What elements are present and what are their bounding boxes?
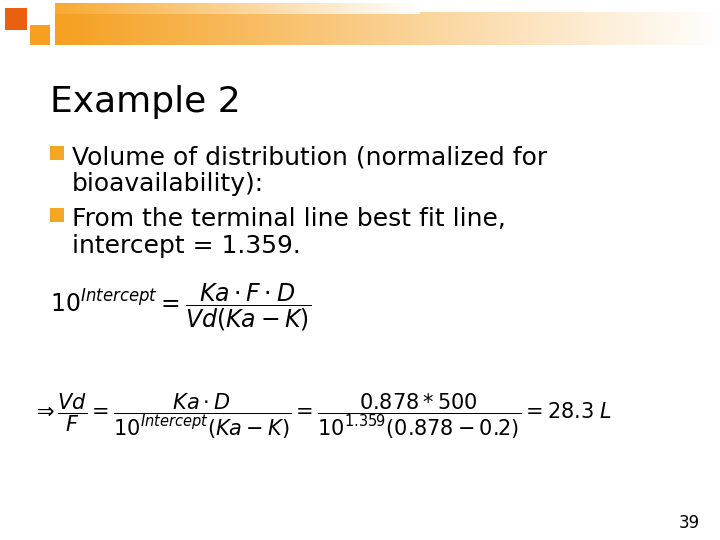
Text: From the terminal line best fit line,: From the terminal line best fit line,	[72, 207, 506, 231]
Bar	[5, 8, 27, 30]
Text: $\Rightarrow \dfrac{Vd}{F} = \dfrac{Ka \cdot D}{10^{Intercept}(Ka - K)} = \dfrac: $\Rightarrow \dfrac{Vd}{F} = \dfrac{Ka \…	[32, 392, 612, 441]
Text: $10^{Intercept} = \dfrac{Ka \cdot F \cdot D}{Vd(Ka - K)}$: $10^{Intercept} = \dfrac{Ka \cdot F \cdo…	[50, 282, 311, 333]
Text: 39: 39	[679, 514, 700, 532]
Bar	[30, 25, 50, 45]
Text: Volume of distribution (normalized for: Volume of distribution (normalized for	[72, 145, 547, 169]
Bar	[50, 146, 64, 160]
Text: bioavailability):: bioavailability):	[72, 172, 264, 196]
Text: intercept = 1.359.: intercept = 1.359.	[72, 234, 301, 258]
Bar	[50, 208, 64, 222]
Text: Example 2: Example 2	[50, 85, 240, 119]
